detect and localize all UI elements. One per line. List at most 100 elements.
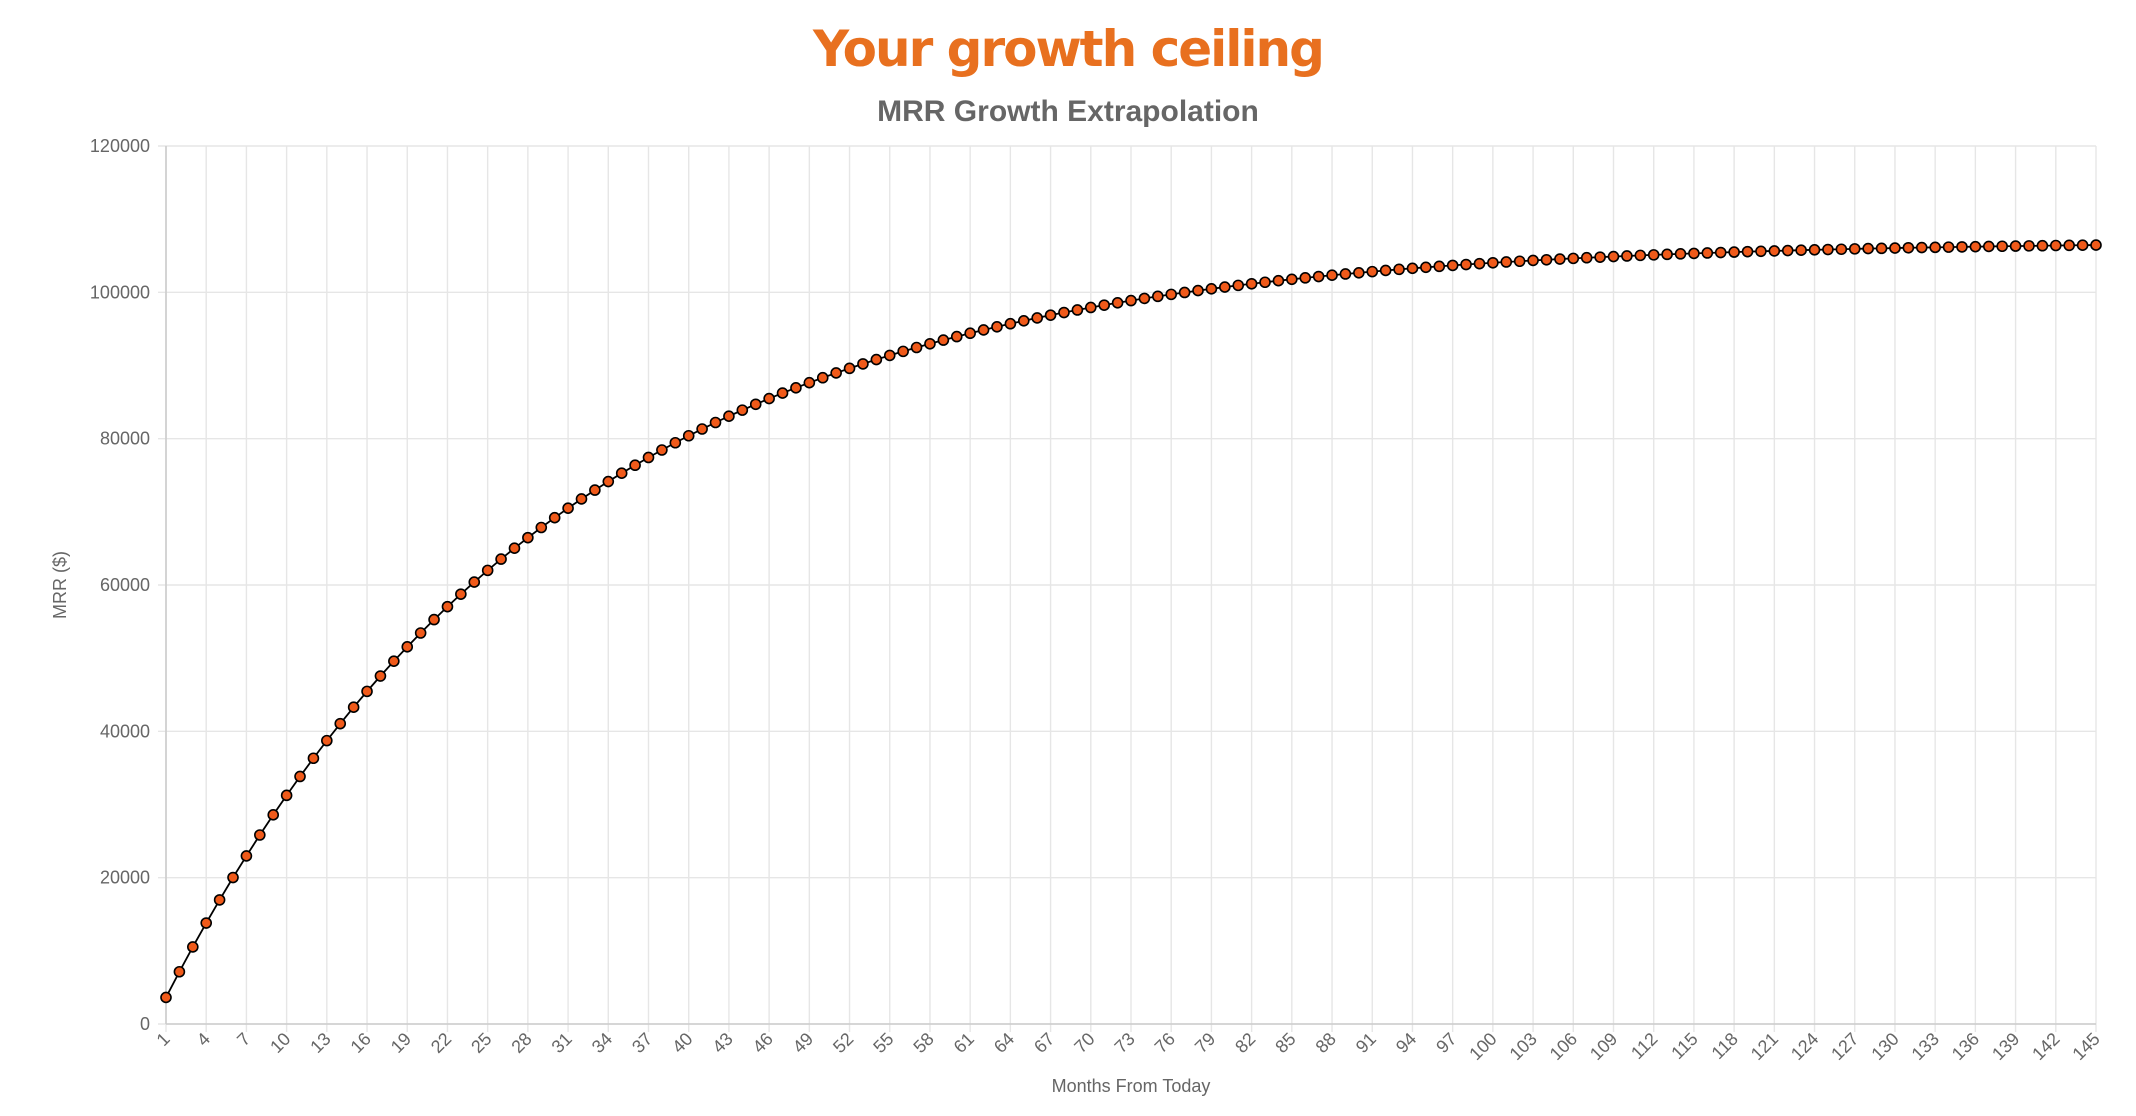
- data-point: [1165, 288, 1178, 301]
- data-point: [1835, 243, 1848, 256]
- y-tick-label: 80000: [100, 429, 150, 449]
- x-tick-label: 13: [306, 1029, 334, 1057]
- data-point: [615, 467, 628, 480]
- x-tick-label: 61: [950, 1029, 978, 1057]
- data-point: [682, 429, 695, 442]
- data-point: [294, 770, 306, 783]
- data-point: [1098, 299, 1110, 311]
- data-point: [1125, 294, 1137, 307]
- data-point: [897, 345, 909, 358]
- data-point: [2076, 239, 2089, 252]
- data-point: [173, 965, 186, 978]
- data-point: [481, 564, 494, 577]
- x-tick-label: 70: [1070, 1029, 1098, 1057]
- data-point: [589, 484, 601, 496]
- data-point: [2036, 239, 2049, 252]
- page-headline: Your growth ceiling: [813, 20, 1325, 78]
- data-point: [1058, 306, 1070, 319]
- data-point: [1996, 240, 2008, 253]
- data-point: [991, 320, 1003, 333]
- data-point: [1152, 290, 1164, 303]
- data-point: [227, 871, 239, 884]
- data-point: [1353, 266, 1365, 279]
- data-point: [1044, 309, 1057, 321]
- data-point: [1178, 286, 1191, 299]
- data-point: [1366, 265, 1379, 278]
- data-point: [656, 444, 668, 456]
- x-tick-label: 130: [1867, 1029, 1902, 1064]
- data-point: [857, 358, 869, 370]
- data-point: [1017, 314, 1030, 327]
- data-point: [776, 387, 789, 399]
- data-point: [1420, 261, 1432, 274]
- data-point: [1326, 269, 1338, 282]
- x-tick-label: 127: [1827, 1029, 1862, 1064]
- data-point: [1004, 317, 1017, 330]
- data-point: [254, 829, 266, 841]
- data-point: [1071, 304, 1084, 316]
- data-point: [642, 451, 655, 464]
- data-point: [2063, 239, 2075, 252]
- y-tick-label: 100000: [90, 282, 150, 302]
- data-point: [1339, 268, 1352, 280]
- data-point: [1473, 257, 1486, 270]
- data-point: [1192, 284, 1204, 297]
- data-point: [2023, 240, 2035, 252]
- data-point: [1808, 244, 1821, 256]
- x-tick-label: 52: [829, 1029, 857, 1057]
- data-point: [548, 511, 561, 524]
- y-tick-label: 120000: [90, 136, 150, 156]
- data-point: [575, 493, 588, 505]
- x-tick-label: 1: [153, 1029, 174, 1050]
- x-tick-label: 103: [1506, 1029, 1541, 1064]
- data-point: [1822, 243, 1834, 256]
- data-point: [1956, 241, 1968, 253]
- x-tick-label: 118: [1708, 1029, 1742, 1063]
- data-point: [1554, 253, 1566, 265]
- x-tick-label: 40: [668, 1029, 696, 1057]
- data-point: [240, 850, 253, 862]
- data-point: [1929, 241, 1941, 254]
- x-tick-label: 91: [1352, 1029, 1380, 1057]
- x-tick-label: 100: [1465, 1029, 1500, 1064]
- data-point: [1272, 274, 1285, 287]
- y-tick-labels: 0 20000 40000 60000 80000 100000 120000: [90, 136, 150, 1034]
- data-point: [1513, 255, 1526, 268]
- x-tick-label: 97: [1432, 1029, 1460, 1057]
- data-point: [280, 789, 293, 802]
- chart-title: MRR Growth Extrapolation: [877, 95, 1259, 128]
- data-point: [816, 371, 829, 384]
- data-point: [1205, 283, 1218, 295]
- data-point: [1607, 250, 1620, 263]
- data-point: [1969, 240, 1982, 253]
- x-tick-label: 112: [1627, 1029, 1661, 1063]
- data-point: [602, 475, 615, 488]
- data-point: [763, 392, 775, 405]
- x-tick-label: 25: [467, 1029, 495, 1057]
- data-point: [1862, 242, 1874, 255]
- data-point: [321, 734, 333, 747]
- data-point: [843, 362, 856, 375]
- data-point: [1942, 241, 1955, 253]
- x-tick-label: 10: [266, 1029, 294, 1057]
- x-tick-label: 133: [1908, 1029, 1943, 1064]
- data-point: [1902, 241, 1915, 254]
- data-point: [213, 894, 226, 906]
- x-tick-label: 109: [1586, 1029, 1621, 1064]
- x-tick-label: 67: [1030, 1029, 1058, 1057]
- x-tick-label: 19: [387, 1029, 415, 1057]
- data-point: [1406, 262, 1419, 275]
- data-point: [1446, 259, 1459, 272]
- data-point: [1567, 252, 1580, 265]
- data-point: [1875, 242, 1888, 255]
- y-axis-title: MRR ($): [50, 551, 70, 619]
- data-point: [1674, 248, 1687, 260]
- data-point: [2090, 239, 2102, 251]
- x-tick-label: 136: [1948, 1029, 1983, 1064]
- x-tick-label: 55: [869, 1029, 897, 1057]
- data-point: [1527, 254, 1539, 267]
- data-point: [669, 436, 682, 449]
- data-point: [1379, 264, 1392, 277]
- data-point: [307, 752, 320, 765]
- data-point: [910, 341, 923, 354]
